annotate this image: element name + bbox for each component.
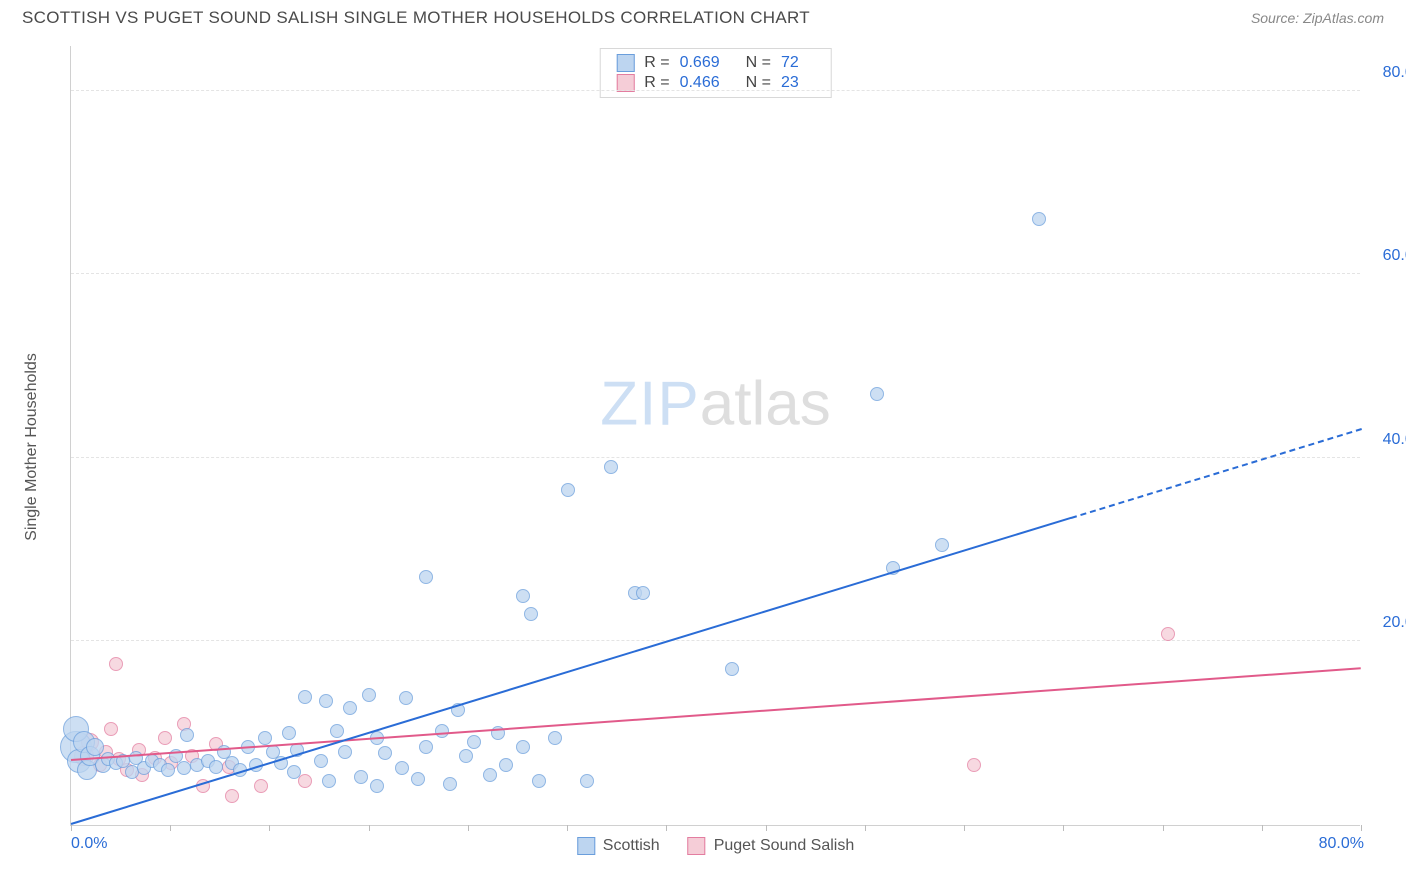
scatter-point — [395, 761, 409, 775]
gridline — [71, 90, 1360, 91]
x-tick — [964, 825, 965, 831]
scatter-point — [298, 690, 312, 704]
scatter-point — [419, 740, 433, 754]
x-tick — [369, 825, 370, 831]
scatter-point — [343, 701, 357, 715]
legend-series-label: Puget Sound Salish — [714, 837, 855, 855]
legend-item: Scottish — [577, 837, 660, 855]
scatter-point — [180, 728, 194, 742]
x-tick — [269, 825, 270, 831]
x-axis-max-label: 80.0% — [1319, 835, 1364, 853]
scatter-point — [1161, 627, 1175, 641]
x-tick — [766, 825, 767, 831]
scatter-point — [419, 570, 433, 584]
y-tick-label: 60.0% — [1368, 247, 1406, 265]
scatter-point — [282, 726, 296, 740]
trend-line — [71, 517, 1071, 825]
scatter-point — [516, 589, 530, 603]
scatter-point — [338, 745, 352, 759]
scatter-point — [459, 749, 473, 763]
scatter-point — [1032, 212, 1046, 226]
scatter-point — [378, 746, 392, 760]
x-tick — [666, 825, 667, 831]
trend-line — [71, 667, 1361, 761]
scatter-point — [935, 538, 949, 552]
scatter-point — [604, 460, 618, 474]
chart-source: Source: ZipAtlas.com — [1251, 10, 1384, 26]
legend-swatch-icon — [616, 54, 634, 72]
scatter-point — [443, 777, 457, 791]
legend-r-label: R = — [644, 54, 669, 72]
scatter-point — [561, 483, 575, 497]
scatter-point — [330, 724, 344, 738]
x-tick — [71, 825, 72, 831]
scatter-point — [467, 735, 481, 749]
chart-header: SCOTTISH VS PUGET SOUND SALISH SINGLE MO… — [0, 0, 1406, 32]
scatter-point — [580, 774, 594, 788]
legend-swatch-icon — [577, 837, 595, 855]
scatter-point — [354, 770, 368, 784]
scatter-point — [725, 662, 739, 676]
trend-line — [1070, 428, 1361, 519]
scatter-point — [258, 731, 272, 745]
watermark: ZIPatlas — [600, 369, 830, 440]
scatter-point — [870, 387, 884, 401]
x-tick — [1361, 825, 1362, 831]
legend-n-value: 72 — [781, 54, 799, 72]
legend-r-value: 0.669 — [680, 54, 720, 72]
x-tick — [865, 825, 866, 831]
x-tick — [567, 825, 568, 831]
scatter-point — [287, 765, 301, 779]
scatter-point — [225, 789, 239, 803]
scatter-point — [314, 754, 328, 768]
scatter-point — [254, 779, 268, 793]
scatter-point — [516, 740, 530, 754]
scatter-point — [109, 657, 123, 671]
scatter-point — [177, 761, 191, 775]
scatter-point — [967, 758, 981, 772]
legend-series-label: Scottish — [603, 837, 660, 855]
scatter-point — [161, 763, 175, 777]
x-tick — [1262, 825, 1263, 831]
legend-n-label: N = — [746, 54, 771, 72]
scatter-point — [499, 758, 513, 772]
scatter-point — [298, 774, 312, 788]
chart-container: Single Mother Households ZIPatlas R = 0.… — [22, 32, 1384, 862]
gridline — [71, 273, 1360, 274]
scatter-point — [411, 772, 425, 786]
watermark-zip: ZIP — [600, 370, 699, 439]
scatter-point — [158, 731, 172, 745]
scatter-point — [209, 760, 223, 774]
chart-title: SCOTTISH VS PUGET SOUND SALISH SINGLE MO… — [22, 8, 810, 28]
scatter-point — [322, 774, 336, 788]
scatter-point — [399, 691, 413, 705]
y-tick-label: 40.0% — [1368, 431, 1406, 449]
legend-stats-row: R = 0.669 N = 72 — [616, 53, 815, 73]
x-tick — [1163, 825, 1164, 831]
legend-series: Scottish Puget Sound Salish — [577, 837, 854, 855]
scatter-point — [524, 607, 538, 621]
scatter-point — [104, 722, 118, 736]
y-axis-title: Single Mother Households — [23, 353, 41, 541]
scatter-point — [532, 774, 546, 788]
x-tick — [1063, 825, 1064, 831]
scatter-point — [370, 779, 384, 793]
y-tick-label: 20.0% — [1368, 614, 1406, 632]
scatter-point — [319, 694, 333, 708]
scatter-point — [636, 586, 650, 600]
x-tick — [468, 825, 469, 831]
plot-area: ZIPatlas R = 0.669 N = 72 R = 0.466 N = … — [70, 46, 1360, 826]
scatter-point — [483, 768, 497, 782]
y-tick-label: 80.0% — [1368, 64, 1406, 82]
legend-swatch-icon — [688, 837, 706, 855]
scatter-point — [362, 688, 376, 702]
gridline — [71, 457, 1360, 458]
x-tick — [170, 825, 171, 831]
scatter-point — [86, 738, 104, 756]
watermark-atlas: atlas — [700, 370, 831, 439]
scatter-point — [548, 731, 562, 745]
x-axis-min-label: 0.0% — [71, 835, 107, 853]
legend-item: Puget Sound Salish — [688, 837, 855, 855]
